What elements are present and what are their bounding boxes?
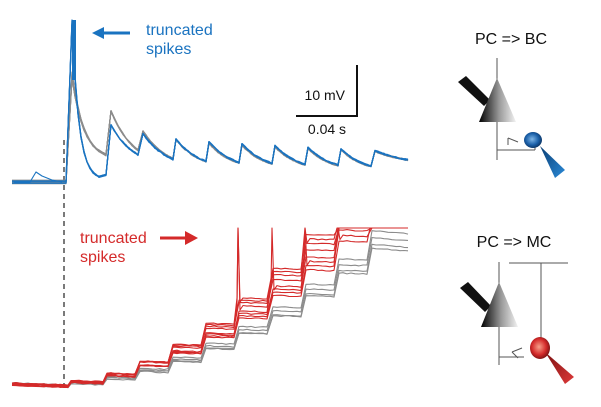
- mc-red-trace: [11, 227, 408, 387]
- mc-gray-trace: [11, 247, 409, 386]
- bc-blue-trace: [14, 171, 63, 183]
- martinotti-cell-icon: [530, 337, 550, 359]
- mc-red-trace: [11, 227, 408, 387]
- pc-mc-label: PC => MC: [477, 234, 552, 251]
- mc-red-trace: [11, 227, 408, 388]
- mc-red-trace: [11, 227, 408, 386]
- pc-mc-schematic: PC => MC: [460, 234, 574, 384]
- truncated-label-bottom: truncated: [80, 230, 147, 247]
- right-arrow-icon: [185, 231, 198, 245]
- spikes-label-bottom: spikes: [80, 249, 125, 266]
- truncated-spikes-annotation-bottom: truncated spikes: [80, 230, 198, 266]
- mc-gray-trace: [11, 236, 409, 387]
- mc-gray-traces: [11, 230, 409, 389]
- mc-red-trace: [11, 227, 408, 388]
- bc-blue-traces: [12, 19, 409, 184]
- mc-red-trace: [11, 227, 408, 389]
- truncated-label-top: truncated: [146, 22, 213, 39]
- mc-gray-trace: [11, 230, 409, 387]
- truncated-spikes-annotation-top: truncated spikes: [92, 22, 213, 58]
- spikes-label-top: spikes: [146, 41, 191, 58]
- left-arrow-icon: [92, 27, 104, 39]
- bc-blue-trace: [12, 23, 409, 182]
- scale-voltage-label: 10 mV: [305, 87, 346, 103]
- basket-cell-icon: [524, 132, 542, 148]
- bc-truncated-spike: [72, 20, 76, 80]
- bc-dendrite-cone-icon: [540, 146, 565, 178]
- synapse-icon-2: [511, 347, 523, 359]
- pc-dendrite-cone-icon: [458, 76, 490, 106]
- bc-gray-traces: [12, 71, 409, 185]
- pc-dendrite-cone-icon-2: [460, 282, 491, 312]
- scale-bar: 10 mV 0.04 s: [296, 65, 358, 137]
- mc-red-traces: [11, 227, 408, 389]
- pc-bc-label: PC => BC: [475, 31, 547, 48]
- mc-red-trace: [11, 227, 408, 387]
- mc-dendrite-cone-icon: [545, 352, 574, 384]
- scale-time-label: 0.04 s: [308, 121, 346, 137]
- bc-gray-trace: [12, 77, 409, 185]
- pc-bc-schematic: PC => BC: [458, 31, 565, 178]
- pyramidal-cell-icon-2: [481, 282, 518, 327]
- mc-gray-trace: [12, 243, 409, 389]
- mc-red-trace: [11, 227, 408, 388]
- synapse-icon: [507, 137, 519, 145]
- pyramidal-cell-icon: [479, 78, 516, 122]
